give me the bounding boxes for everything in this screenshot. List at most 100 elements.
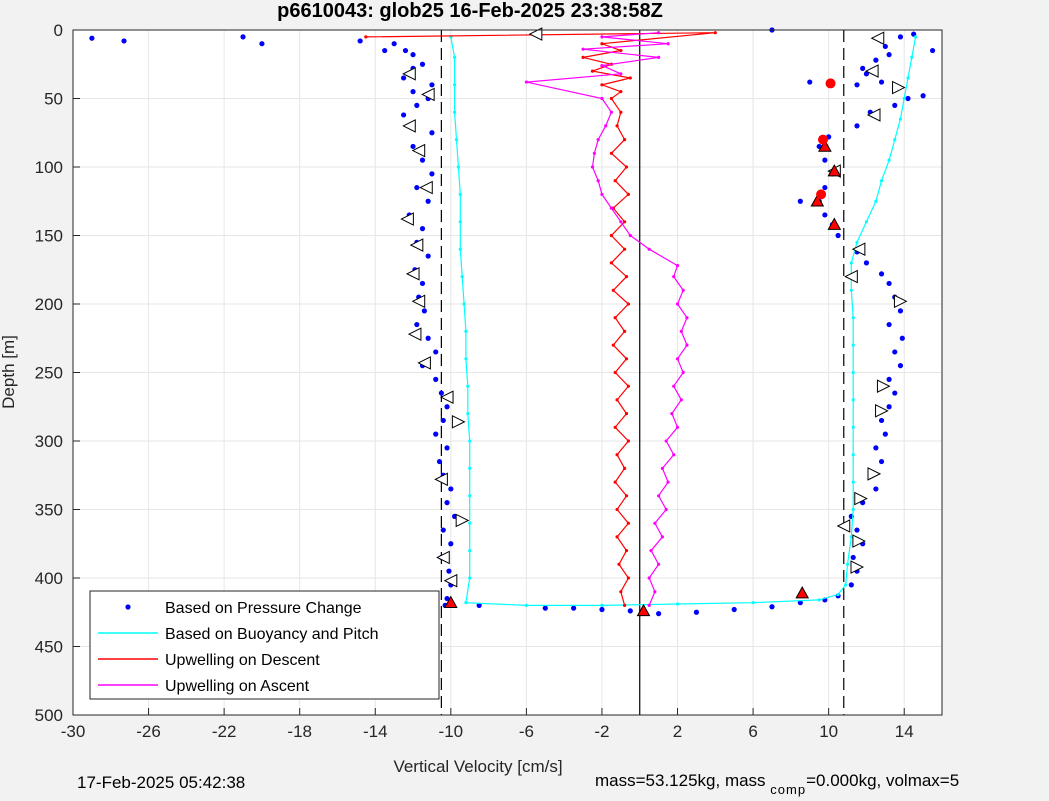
series-point: [624, 275, 629, 279]
pressure-point: [542, 605, 548, 611]
pressure-point: [886, 52, 892, 58]
pressure-point: [854, 527, 860, 533]
pressure-point: [886, 280, 892, 287]
series-point: [617, 562, 621, 566]
marker-layer: [400, 27, 908, 617]
series-point: [647, 247, 651, 251]
marker-tri-left: [436, 550, 450, 565]
series-point: [898, 117, 903, 121]
marker-dot: [825, 78, 836, 89]
y-tick-label: 500: [35, 706, 63, 725]
pressure-point: [121, 38, 127, 44]
marker-tri-right: [455, 513, 470, 528]
pressure-point: [899, 335, 905, 341]
series-point: [913, 35, 918, 39]
series-point: [675, 264, 680, 268]
series-line: [450, 36, 917, 606]
pressure-point: [886, 376, 892, 382]
pressure-point: [731, 606, 737, 613]
series-line: [526, 32, 688, 606]
series-point: [468, 439, 472, 443]
pressure-point: [571, 605, 577, 611]
series-point: [453, 83, 457, 87]
series-point: [660, 466, 665, 470]
pressure-point: [656, 611, 662, 617]
series-point: [600, 83, 604, 87]
series-point: [468, 494, 472, 498]
series-point: [653, 590, 657, 594]
reference-lines: [440, 30, 845, 715]
y-tick-label: 150: [35, 227, 63, 246]
series-point: [864, 220, 869, 224]
pressure-point: [402, 47, 409, 54]
series-point: [462, 302, 466, 306]
series-point: [453, 110, 457, 114]
pressure-point: [440, 417, 446, 424]
series-point: [845, 562, 850, 566]
marker-tri-up: [818, 139, 832, 152]
series-point: [874, 199, 878, 203]
pressure-point: [425, 253, 431, 259]
pressure-point: [410, 52, 416, 58]
pressure-point: [357, 38, 363, 44]
pressure-point: [854, 123, 860, 129]
series-point: [609, 261, 614, 265]
y-tick-label: 300: [35, 432, 63, 451]
marker-tri-up: [827, 217, 842, 230]
pressure-point: [419, 157, 426, 163]
series-point: [615, 124, 619, 128]
series-point: [581, 55, 585, 60]
pressure-point: [419, 226, 426, 232]
pressure-point: [429, 171, 435, 177]
pressure-point: [414, 102, 420, 108]
series-point: [851, 370, 855, 375]
series-point: [613, 316, 617, 320]
marker-tri-left: [870, 31, 885, 46]
series-point: [628, 76, 632, 80]
series-point: [672, 453, 676, 457]
series-point: [596, 179, 600, 183]
series-point: [524, 80, 528, 84]
pressure-point: [905, 95, 911, 102]
footer-comp-sub: comp: [770, 782, 807, 797]
pressure-point: [822, 212, 828, 218]
pressure-point: [391, 41, 397, 47]
pressure-point: [897, 308, 904, 314]
x-tick-label: -26: [136, 722, 161, 741]
marker-tri-right: [875, 404, 889, 418]
pressure-point: [421, 308, 427, 314]
pressure-point: [419, 280, 426, 287]
series-point: [619, 90, 623, 94]
marker-tri-left: [409, 238, 424, 252]
series-point: [609, 96, 614, 101]
series-point: [468, 576, 472, 580]
legend-label: Based on Buoyancy and Pitch: [165, 626, 378, 643]
series-point: [685, 316, 689, 320]
series-point: [624, 549, 629, 553]
marker-tri-left: [400, 212, 414, 226]
marker-tri-right: [854, 491, 868, 506]
grid: [72, 29, 942, 716]
marker-tri-left: [836, 519, 851, 533]
marker-tri-left: [402, 67, 416, 81]
pressure-point: [599, 606, 605, 613]
marker-tri-up: [636, 603, 651, 617]
series-point: [902, 96, 906, 101]
series-point: [596, 138, 600, 142]
series-point: [466, 412, 470, 416]
series-point: [600, 35, 604, 39]
y-tick-label: 0: [54, 21, 63, 40]
pressure-point: [897, 363, 904, 369]
series-point: [460, 275, 464, 279]
series-point: [626, 192, 631, 196]
series-point: [615, 453, 619, 457]
series-point: [647, 603, 651, 608]
pressure-point: [897, 34, 904, 40]
footer-mass-info: mass=53.125kg, mass comp=0.000kg, volmax…: [595, 771, 959, 797]
x-tick-label: 10: [819, 722, 838, 741]
pressure-point: [873, 486, 879, 492]
y-tick-label: 100: [35, 158, 63, 177]
pressure-point: [835, 232, 841, 239]
series-point: [464, 329, 468, 333]
